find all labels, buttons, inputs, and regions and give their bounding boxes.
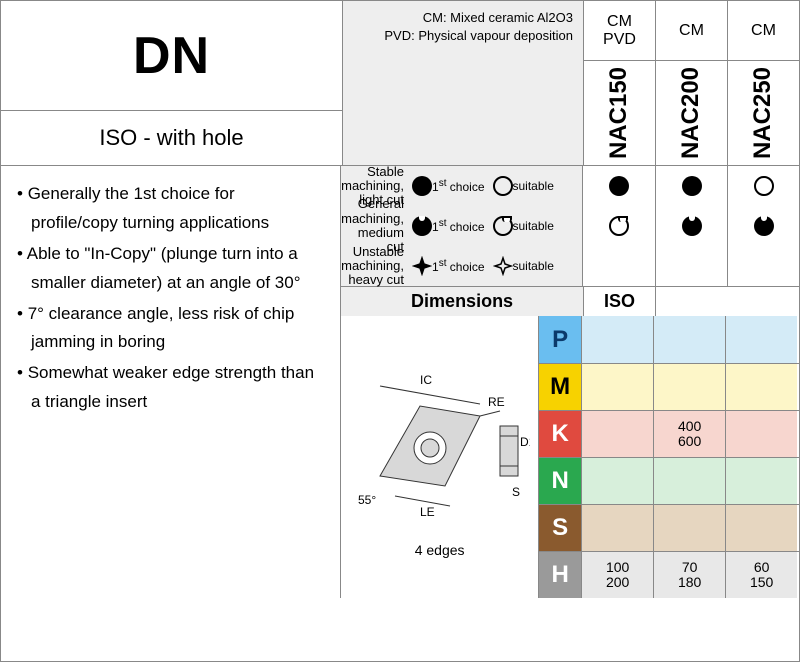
edges-label: 4 edges — [415, 542, 465, 558]
dimensions-bar: Dimensions ISO — [341, 286, 799, 316]
machining-row: General machining,medium cut 1st choice … — [341, 206, 799, 246]
iso-cell: 70180 — [653, 552, 725, 598]
title-box: DN — [1, 1, 342, 111]
bottom-section: IC RE LE 55° D1 S 4 edges — [341, 316, 799, 598]
header-right: CM: Mixed ceramic Al2O3 PVD: Physical va… — [343, 1, 799, 165]
spacer — [655, 287, 799, 316]
machining-cell — [727, 206, 799, 246]
machining-cell — [583, 246, 655, 286]
machining-label: Unstable machining,heavy cut — [341, 245, 412, 288]
grade-coating: CM — [728, 1, 799, 61]
iso-code: M — [539, 364, 581, 410]
iso-cell: 400600 — [653, 411, 725, 457]
machining-legend-icons: 1st choice suitable — [412, 176, 582, 196]
iso-cell — [581, 364, 653, 410]
iso-row: P — [539, 316, 799, 363]
coating-legend-line: PVD: Physical vapour deposition — [353, 27, 573, 45]
iso-cell — [725, 364, 797, 410]
header: DN ISO - with hole CM: Mixed ceramic Al2… — [1, 1, 799, 166]
iso-cells: 1002007018060150 — [581, 552, 799, 598]
iso-material-grid: P M K 400600 N S H 1002007018060150 — [539, 316, 799, 598]
svg-text:RE: RE — [488, 395, 505, 409]
subtitle: ISO - with hole — [99, 125, 243, 151]
machining-legend-icons: 1st choice suitable — [412, 256, 582, 276]
mid-section: Generally the 1st choice for profile/cop… — [1, 166, 799, 598]
insert-code: DN — [133, 26, 210, 86]
subtitle-box: ISO - with hole — [1, 111, 342, 165]
machining-cell — [655, 166, 727, 206]
header-left: DN ISO - with hole — [1, 1, 343, 165]
svg-text:IC: IC — [420, 373, 432, 387]
iso-cell — [725, 505, 797, 551]
dimensions-title: Dimensions — [341, 287, 583, 316]
machining-cell — [655, 246, 727, 286]
svg-text:S: S — [512, 485, 520, 499]
iso-cell: 100200 — [581, 552, 653, 598]
bullet-item: Generally the 1st choice for profile/cop… — [17, 180, 324, 238]
grade-column: CMPVDNAC150 — [583, 1, 655, 165]
svg-text:LE: LE — [420, 505, 435, 519]
iso-cell — [653, 458, 725, 504]
machining-legend-icons: 1st choice suitable — [412, 216, 582, 236]
grade-name: NAC150 — [584, 61, 655, 165]
iso-code: H — [539, 552, 581, 598]
grade-coating: CMPVD — [584, 1, 655, 61]
iso-cell — [725, 411, 797, 457]
iso-cell — [653, 316, 725, 363]
iso-row: N — [539, 457, 799, 504]
iso-cell — [581, 316, 653, 363]
iso-code: P — [539, 316, 581, 363]
iso-cells — [581, 458, 799, 504]
iso-code: K — [539, 411, 581, 457]
iso-cell — [581, 411, 653, 457]
coating-legend: CM: Mixed ceramic Al2O3 PVD: Physical va… — [343, 1, 583, 165]
bullet-item: Able to "In-Copy" (plunge turn into a sm… — [17, 240, 324, 298]
grade-column: CMNAC200 — [655, 1, 727, 165]
machining-cell — [583, 166, 655, 206]
machining-row: Unstable machining,heavy cut 1st choice … — [341, 246, 799, 286]
grade-columns: CMPVDNAC150CMNAC200CMNAC250 — [583, 1, 799, 165]
datasheet: DN ISO - with hole CM: Mixed ceramic Al2… — [0, 0, 800, 662]
iso-cell — [653, 505, 725, 551]
iso-cells: 400600 — [581, 411, 799, 457]
iso-cells — [581, 364, 799, 410]
dimension-diagram: IC RE LE 55° D1 S 4 edges — [341, 316, 539, 598]
iso-cell — [725, 316, 797, 363]
insert-diagram-svg: IC RE LE 55° D1 S — [350, 356, 530, 536]
machining-grade-cells — [582, 206, 799, 246]
iso-cell — [653, 364, 725, 410]
iso-cell — [581, 505, 653, 551]
iso-code: S — [539, 505, 581, 551]
svg-text:55°: 55° — [358, 493, 376, 507]
iso-cells — [581, 505, 799, 551]
iso-cells — [581, 316, 799, 363]
machining-grade-cells — [582, 246, 799, 286]
machining-cell — [583, 206, 655, 246]
coating-legend-line: CM: Mixed ceramic Al2O3 — [353, 9, 573, 27]
machining-legend-rows: Stable machining,light cut 1st choice su… — [341, 166, 799, 286]
bullet-item: Somewhat weaker edge strength than a tri… — [17, 359, 324, 417]
iso-code: N — [539, 458, 581, 504]
iso-row: S — [539, 504, 799, 551]
iso-row: K 400600 — [539, 410, 799, 457]
bullet-item: 7° clearance angle, less risk of chip ja… — [17, 300, 324, 358]
grade-column: CMNAC250 — [727, 1, 799, 165]
svg-text:D1: D1 — [520, 435, 530, 449]
iso-cell — [725, 458, 797, 504]
iso-row: H 1002007018060150 — [539, 551, 799, 598]
grade-name: NAC200 — [656, 61, 727, 165]
machining-grade-cells — [582, 166, 799, 206]
iso-row: M — [539, 363, 799, 410]
grade-name: NAC250 — [728, 61, 799, 165]
legend-and-matrix: Stable machining,light cut 1st choice su… — [341, 166, 799, 598]
iso-cell — [581, 458, 653, 504]
machining-cell — [727, 246, 799, 286]
feature-bullets: Generally the 1st choice for profile/cop… — [1, 166, 341, 598]
iso-title-cell: ISO — [583, 287, 655, 316]
grade-coating: CM — [656, 1, 727, 61]
machining-cell — [727, 166, 799, 206]
iso-cell: 60150 — [725, 552, 797, 598]
machining-cell — [655, 206, 727, 246]
